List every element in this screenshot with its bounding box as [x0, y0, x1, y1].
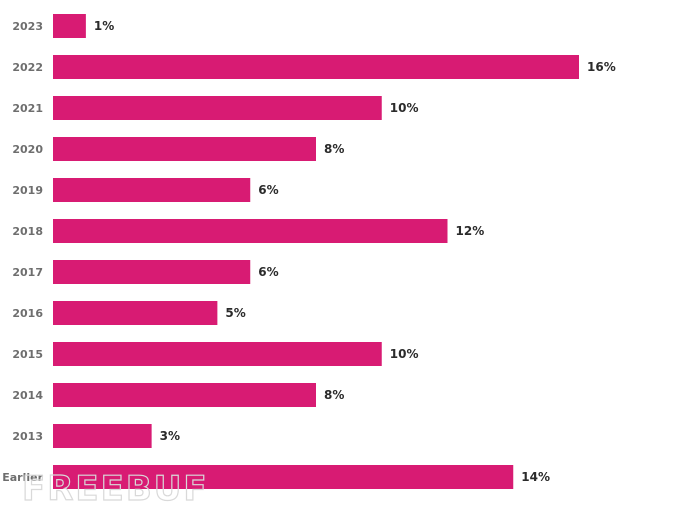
value-label-2023: 1%	[94, 19, 114, 33]
value-label-2022: 16%	[587, 60, 616, 74]
bar-2014	[53, 383, 316, 407]
value-label-2016: 5%	[225, 306, 245, 320]
category-label-2020: 2020	[12, 143, 43, 156]
bar-2013	[53, 424, 152, 448]
value-label-2021: 10%	[390, 101, 419, 115]
bar-2022	[53, 55, 579, 79]
category-label-2013: 2013	[12, 430, 43, 443]
value-label-2014: 8%	[324, 388, 344, 402]
watermark-logo: FREEBUF	[22, 469, 209, 509]
bar-2021	[53, 96, 382, 120]
value-label-2019: 6%	[258, 183, 278, 197]
value-label-2015: 10%	[390, 347, 419, 361]
bar-2019	[53, 178, 251, 202]
bars-layer: 2023 1% 2022 16% 2021 10% 2020 8% 2019 6% 2018 12% 2…	[2, 14, 616, 489]
value-label-2017: 6%	[258, 265, 278, 279]
value-label-2013: 3%	[160, 429, 180, 443]
category-label-2016: 2016	[12, 307, 43, 320]
category-label-earlier: Earlier	[2, 471, 43, 484]
value-label-earlier: 14%	[521, 470, 550, 484]
bar-2017	[53, 260, 251, 284]
value-label-2018: 12%	[456, 224, 485, 238]
category-label-2018: 2018	[12, 225, 43, 238]
bar-2018	[53, 219, 448, 243]
bar-earlier	[53, 465, 514, 489]
category-label-2014: 2014	[12, 389, 43, 402]
bar-2016	[53, 301, 218, 325]
category-label-2017: 2017	[12, 266, 43, 279]
bar-2020	[53, 137, 316, 161]
category-label-2021: 2021	[12, 102, 43, 115]
bar-2015	[53, 342, 382, 366]
category-label-2022: 2022	[12, 61, 43, 74]
value-label-2020: 8%	[324, 142, 344, 156]
category-label-2015: 2015	[12, 348, 43, 361]
category-label-2023: 2023	[12, 20, 43, 33]
category-label-2019: 2019	[12, 184, 43, 197]
bar-2023	[53, 14, 86, 38]
